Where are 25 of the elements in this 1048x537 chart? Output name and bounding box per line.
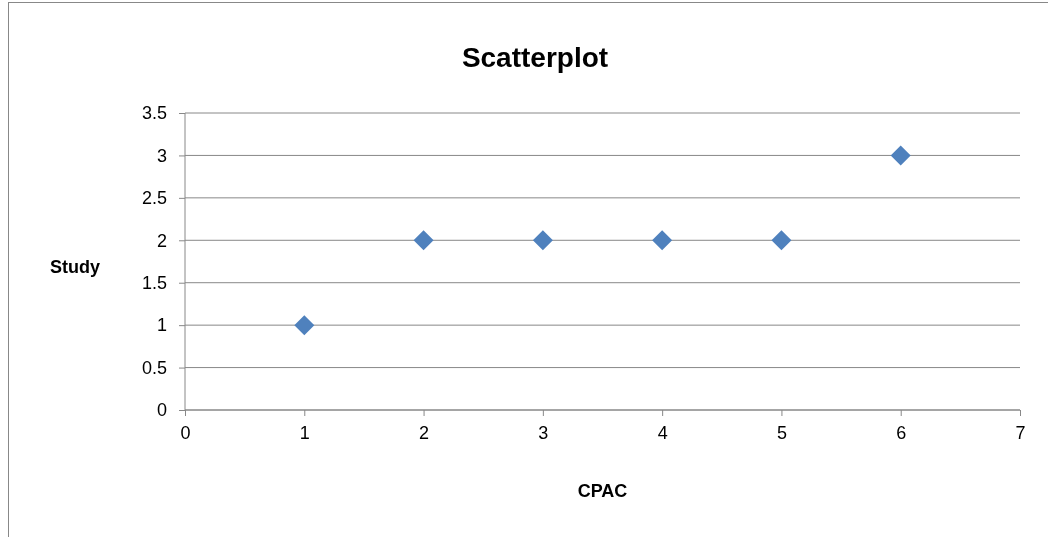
y-tick-label: 1 xyxy=(156,315,167,336)
y-tick-label: 1.5 xyxy=(141,272,167,293)
y-tick-label: 3 xyxy=(156,145,167,166)
y-tick-label: 2.5 xyxy=(141,188,167,209)
x-tick-label: 5 xyxy=(776,422,787,443)
x-tick-label: 2 xyxy=(419,422,430,443)
point xyxy=(294,315,315,336)
point xyxy=(652,230,673,251)
point xyxy=(413,230,434,251)
x-tick-label: 7 xyxy=(1015,422,1026,443)
y-tick-label: 2 xyxy=(156,230,167,251)
y-axis-title: Study xyxy=(50,257,101,277)
point xyxy=(771,230,792,251)
point xyxy=(532,230,553,251)
x-tick-label: 4 xyxy=(657,422,668,443)
y-tick-label: 0.5 xyxy=(141,357,167,378)
x-tick-label: 6 xyxy=(896,422,907,443)
y-tick-label: 0 xyxy=(156,400,167,421)
x-tick-label: 1 xyxy=(299,422,310,443)
chart-title: Scatterplot xyxy=(461,42,609,73)
x-tick-label: 0 xyxy=(180,422,191,443)
y-tick-label: 3.5 xyxy=(141,103,167,124)
x-tick-label: 3 xyxy=(538,422,549,443)
point xyxy=(890,145,911,166)
x-axis-title: CPAC xyxy=(577,481,628,501)
